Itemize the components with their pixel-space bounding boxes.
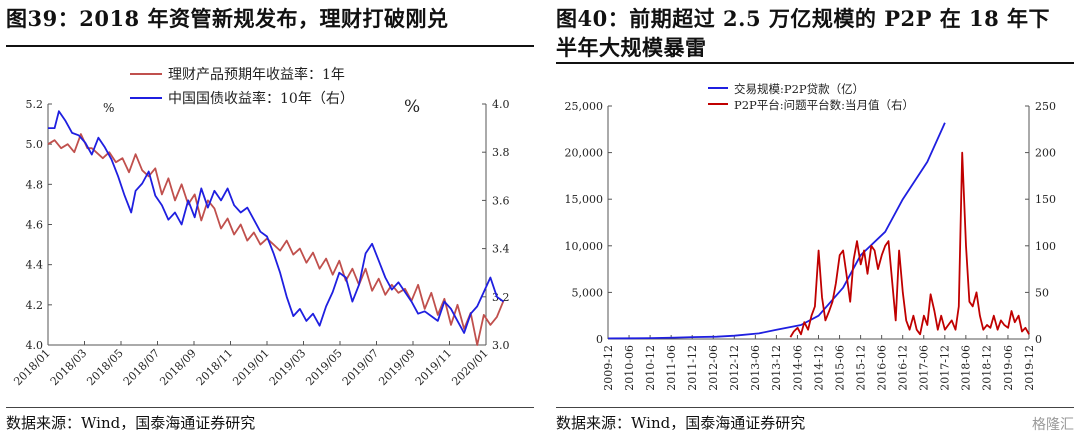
x-tick-label: 2019/01 [230,347,272,389]
y-left-tick-label: 20,000 [565,147,604,160]
series-line-2 [48,110,505,334]
series-line-1 [608,122,946,340]
x-tick-label: 2013-06 [749,345,762,391]
y-right-tick-label: 4.0 [492,98,510,111]
y-left-tick-label: 0 [596,333,603,346]
x-tick-label: 2019/09 [376,347,418,389]
x-tick-label: 2019/07 [340,347,382,389]
x-tick-label: 2010-12 [644,345,657,391]
y-right-tick-label: 0 [1035,333,1042,346]
left-source-note: 数据来源：Wind，国泰海通证券研究 [6,414,256,432]
y-left-unit: % [103,101,114,115]
x-tick-label: 2016-06 [876,345,889,391]
y-left-tick-label: 4.4 [26,259,44,272]
x-tick-label: 2012-12 [728,345,741,391]
y-left-tick-label: 10,000 [565,240,604,253]
x-tick-label: 2012-06 [707,345,720,391]
series-line-2 [789,151,1030,338]
x-tick-label: 2011-06 [665,345,678,391]
x-tick-label: 2014-12 [812,345,825,391]
x-tick-label: 2014-06 [791,345,804,391]
x-tick-label: 2018-12 [981,345,994,391]
x-tick-label: 2019-06 [1002,345,1015,391]
watermark-logo: 格隆汇 [1032,417,1074,433]
y-right-tick-label: 3.6 [492,194,510,207]
y-left-tick-label: 4.6 [26,219,44,232]
legend-label-2: P2P平台:问题平台数:当月值（右） [734,98,914,112]
x-tick-label: 2020/01 [449,347,491,389]
right-chart: 0 5,000 10,000 15,000 20,000 25,000 0 50 100 150 2… [565,82,1057,391]
x-tick-label: 2018/03 [48,347,90,389]
x-tick-label: 2015-06 [833,345,846,391]
y-left-tick-label: 15,000 [565,193,604,206]
x-tick-label: 2018/01 [11,347,53,389]
y-left-tick-label: 4.2 [26,299,44,312]
x-tick-label: 2019/11 [413,347,455,389]
x-tick-label: 2013-12 [770,345,783,391]
y-right-tick-label: 200 [1035,147,1056,160]
left-chart: 4.04.24.44.64.85.05.23.03.23.43.63.84.02… [11,66,510,389]
y-right-tick-label: 3.8 [492,146,510,159]
x-tick-label: 2015-12 [854,345,867,391]
left-figure-title: 图39：2018 年资管新规发布，理财打破刚兑 [6,6,449,31]
left-title-rule [6,45,534,47]
y-right-tick-label: 100 [1035,240,1056,253]
legend-label-2: 中国国债收益率：10年（右） [168,90,354,107]
y-right-tick-label: 250 [1035,100,1056,113]
left-figure-panel: 图39：2018 年资管新规发布，理财打破刚兑 4.0 4.2 4.4 4.6 4.8 5… [6,6,534,432]
x-tick-label: 2010-06 [623,345,636,391]
x-tick-label: 2019/03 [267,347,309,389]
right-figure-title: 图40：前期超过 2.5 万亿规模的 P2P 在 18 年下半年大规模暴雷 [556,6,1051,60]
x-tick-label: 2018/11 [194,347,236,389]
x-tick-label: 2017-12 [939,345,952,391]
legend-label-1: 理财产品预期年收益率：1年 [168,66,345,83]
y-left-tick-label: 4.0 [26,339,44,352]
y-right-tick-label: 50 [1035,286,1049,299]
x-tick-label: 2011-12 [686,345,699,391]
x-tick-label: 2018/09 [157,347,199,389]
y-left-tick-label: 5.2 [26,98,44,111]
y-left-tick-label: 5,000 [572,286,604,299]
x-tick-label: 2018/05 [84,347,126,389]
legend-label-1: 交易规模:P2P贷款（亿） [734,82,864,96]
y-left-tick-label: 5.0 [26,138,44,151]
x-tick-label: 2017-06 [918,345,931,391]
x-tick-label: 2018/07 [121,347,163,389]
right-source-note: 数据来源：Wind，国泰海通证券研究 [556,414,806,432]
right-figure-panel: 图40：前期超过 2.5 万亿规模的 P2P 在 18 年下半年大规模暴雷 0 5… [550,0,1080,442]
right-source-rule [556,407,1074,408]
x-tick-label: 2019/05 [303,347,345,389]
y-right-unit: % [404,97,420,117]
y-left-tick-label: 4.8 [26,178,44,191]
right-title-rule [556,62,1074,64]
x-tick-label: 2019-12 [1023,345,1036,391]
y-right-tick-label: 150 [1035,193,1056,206]
x-tick-label: 2009-12 [602,345,615,391]
x-tick-label: 2018-06 [960,345,973,391]
x-tick-label: 2016-12 [897,345,910,391]
y-right-tick-label: 3.0 [492,339,510,352]
y-left-tick-label: 25,000 [565,100,604,113]
y-right-tick-label: 3.4 [492,243,510,256]
series-line-1 [47,133,505,346]
left-source-rule [6,407,534,408]
